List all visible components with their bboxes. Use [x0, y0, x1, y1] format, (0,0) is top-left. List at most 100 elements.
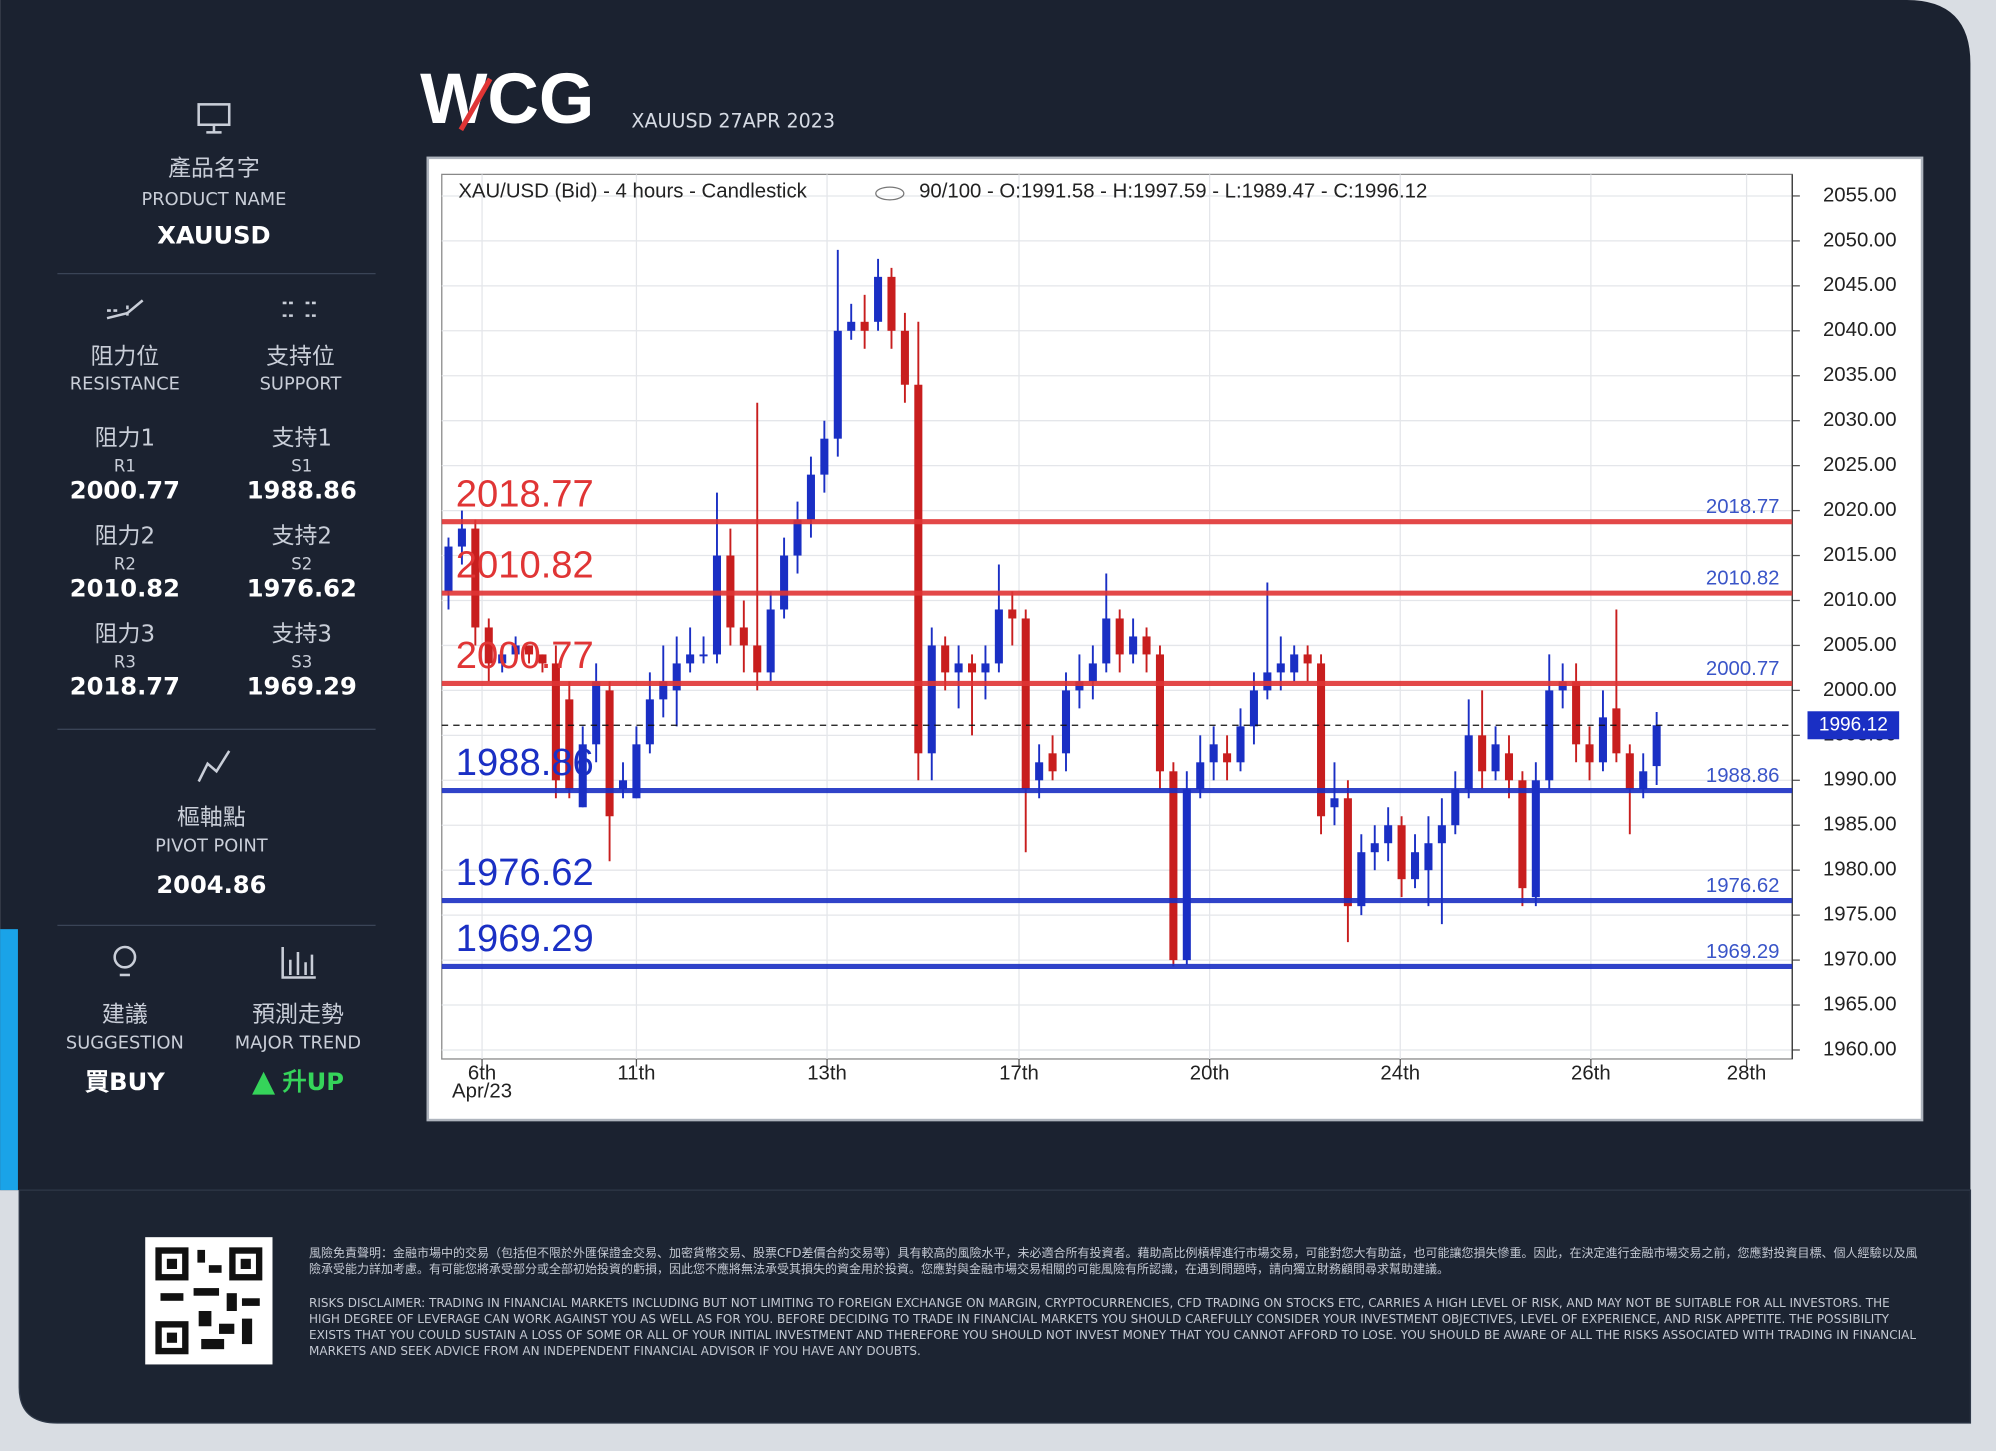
- y-tick-label: 2045.00: [1823, 274, 1897, 296]
- candle-body: [954, 663, 963, 673]
- candle-body: [1384, 825, 1393, 844]
- y-tick-label: 1965.00: [1823, 993, 1897, 1015]
- accent-strip: [0, 929, 18, 1191]
- y-tick-label: 2020.00: [1823, 499, 1897, 521]
- candle-body: [793, 519, 802, 556]
- bulb-icon: [113, 945, 137, 969]
- level-tag: 1988.86: [1706, 765, 1780, 787]
- label: 產品名字: [168, 156, 260, 182]
- candle-body: [444, 546, 453, 592]
- x-tick-label: 13th: [807, 1063, 847, 1085]
- level-label: 阻力3: [95, 622, 155, 648]
- y-tick-label: 2010.00: [1823, 589, 1897, 611]
- level-tag: 2018.77: [1706, 496, 1780, 518]
- candle-body: [1464, 735, 1473, 790]
- y-tick-label: 1990.00: [1823, 769, 1897, 791]
- candle-body: [1061, 690, 1071, 754]
- level-label: 支持1: [272, 426, 332, 452]
- candle-body: [699, 654, 708, 657]
- x-tick-label: 24th: [1380, 1063, 1420, 1085]
- label: SUPPORT: [260, 373, 342, 394]
- level-value: 2010.82: [70, 574, 180, 602]
- x-tick-label: 26th: [1571, 1063, 1611, 1085]
- candle-body: [1410, 852, 1420, 880]
- level-tag: 2010.82: [1706, 567, 1780, 589]
- trend: 升UP: [282, 1068, 344, 1096]
- pivot-value: 2004.86: [156, 871, 266, 899]
- label: PRODUCT NAME: [142, 189, 287, 210]
- candle-body: [1545, 690, 1554, 781]
- candle-body: [605, 690, 614, 817]
- candle-body: [1424, 843, 1433, 871]
- candle-body: [1236, 726, 1245, 763]
- label: 阻力位: [90, 344, 159, 370]
- last-price-label: 1996.12: [1819, 714, 1888, 735]
- y-tick-label: 1980.00: [1823, 859, 1897, 881]
- y-tick-label: 2040.00: [1823, 319, 1897, 341]
- candle-body: [484, 627, 493, 664]
- candle-body: [994, 609, 1003, 664]
- candle-body: [833, 330, 842, 439]
- candle-body: [1223, 753, 1232, 763]
- candle-body: [659, 681, 668, 700]
- level-label: 2010.82: [456, 544, 594, 587]
- disclaimer-en: RISKS DISCLAIMER: TRADING IN FINANCIAL M…: [309, 1296, 1917, 1358]
- y-tick-label: 1985.00: [1823, 814, 1897, 836]
- label: PIVOT POINT: [155, 835, 268, 856]
- candle-body: [457, 528, 466, 547]
- level-label: 支持2: [272, 524, 332, 550]
- candle-body: [914, 384, 923, 754]
- candle-body: [1182, 789, 1191, 961]
- candle-body: [592, 681, 601, 745]
- level-tag: 1969.29: [1706, 941, 1780, 963]
- candle-body: [565, 699, 574, 790]
- level-code: S3: [291, 653, 312, 672]
- candle-body: [806, 474, 815, 520]
- level-label: 1969.29: [456, 917, 594, 960]
- candle-body: [820, 438, 829, 475]
- y-tick-label: 2035.00: [1823, 364, 1897, 386]
- candle-body: [1585, 744, 1594, 763]
- candle-body: [1115, 618, 1124, 655]
- level-code: R2: [114, 555, 136, 574]
- y-tick-label: 1975.00: [1823, 904, 1897, 926]
- candle-body: [1572, 681, 1581, 745]
- candle-body: [1451, 789, 1460, 826]
- suggestion: 買BUY: [85, 1068, 165, 1096]
- x-tick-label: 11th: [617, 1063, 655, 1085]
- level-label: 2000.77: [456, 634, 594, 677]
- label: RESISTANCE: [70, 373, 180, 394]
- candle-body: [511, 645, 520, 655]
- candle-body: [1491, 744, 1500, 772]
- candle-body: [618, 780, 628, 790]
- candle-body: [1652, 725, 1661, 767]
- plot-area: [441, 173, 1793, 1060]
- candle-body: [900, 330, 909, 385]
- candle-body: [874, 276, 883, 322]
- candle-body: [645, 699, 654, 745]
- eye-icon: [875, 186, 905, 201]
- candle-body: [1612, 708, 1621, 754]
- candle-body: [525, 645, 534, 655]
- label: SUGGESTION: [66, 1033, 184, 1054]
- last-price-box: [1807, 711, 1900, 740]
- y-tick-label: 2015.00: [1823, 544, 1897, 566]
- label: 預測走勢: [252, 1002, 344, 1028]
- candle-body: [1518, 780, 1527, 889]
- candle-body: [753, 645, 762, 673]
- candle-body: [1129, 636, 1138, 655]
- candle-body: [1370, 843, 1379, 853]
- level-code: S2: [291, 555, 312, 574]
- subtitle: XAUUSD 27APR 2023: [631, 110, 835, 133]
- y-tick-label: 2030.00: [1823, 409, 1897, 431]
- y-tick-label: 2055.00: [1823, 184, 1897, 206]
- candle-body: [1598, 717, 1607, 763]
- level-label: 2018.77: [456, 472, 594, 515]
- candle-body: [1249, 690, 1258, 727]
- candle-body: [1088, 663, 1097, 682]
- candle-body: [1625, 753, 1634, 790]
- chart-info: 90/100 - O:1991.58 - H:1997.59 - L:1989.…: [919, 181, 1427, 203]
- candle-body: [1209, 744, 1218, 763]
- candle-body: [1048, 753, 1057, 772]
